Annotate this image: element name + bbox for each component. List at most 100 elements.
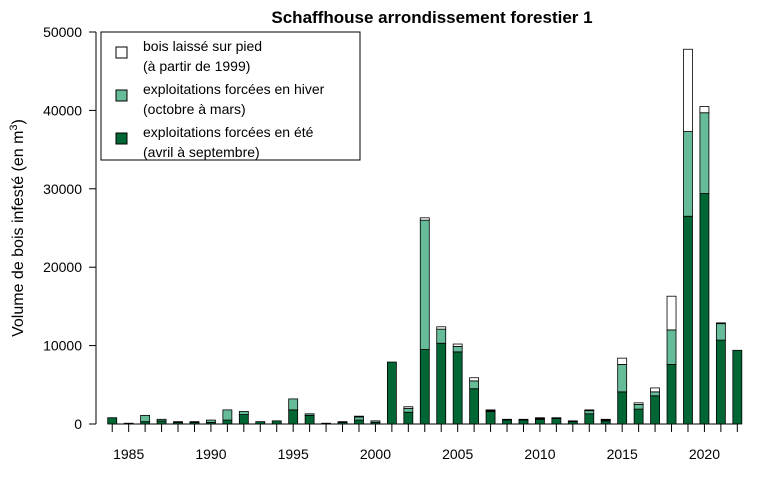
legend: bois laissé sur pied (à partir de 1999) e… xyxy=(100,31,361,161)
x-tick-label: 1985 xyxy=(113,446,144,462)
bar-segment-standing xyxy=(419,217,430,221)
bar-segment-summer xyxy=(584,413,595,425)
legend-label-line: exploitations forcées en hiver xyxy=(143,81,325,97)
y-axis-label-text: Volume de bois infesté (en m xyxy=(10,131,27,337)
y-tick-label: 10000 xyxy=(43,338,82,354)
legend-box xyxy=(100,31,361,161)
bar-segment-winter xyxy=(699,112,710,194)
bars xyxy=(107,48,743,425)
y-axis-label: Volume de bois infesté (en m3) xyxy=(8,119,27,337)
bar-segment-summer xyxy=(683,215,693,425)
bar-segment-summer xyxy=(386,361,397,425)
bar-segment-summer xyxy=(288,409,299,425)
bar-segment-summer xyxy=(271,420,282,425)
bar-segment-summer xyxy=(107,417,118,425)
bar-segment-summer xyxy=(419,349,430,425)
legend-label-line: (à partir de 1999) xyxy=(143,58,250,74)
bar-segment-winter xyxy=(370,420,381,423)
bar-segment-winter xyxy=(337,421,348,423)
bar-segment-winter xyxy=(683,131,693,217)
bar-segment-summer xyxy=(518,419,529,425)
bar-segment-standing xyxy=(699,106,710,114)
bar-segment-standing xyxy=(485,409,496,412)
bar-segment-summer xyxy=(715,339,726,425)
bar-segment-standing xyxy=(535,417,545,419)
bar-segment-standing xyxy=(551,417,562,419)
chart-title: Schaffhouse arrondissement forestier 1 xyxy=(271,8,592,27)
bar-segment-standing xyxy=(683,48,693,132)
legend-label-summer: exploitations forcées en été (avril à sep… xyxy=(143,124,314,160)
bar-segment-summer xyxy=(452,351,463,425)
bar-segment-winter xyxy=(288,398,299,411)
x-tick-label: 2010 xyxy=(524,446,555,462)
bar-segment-winter xyxy=(633,403,644,410)
y-tick-label: 20000 xyxy=(43,259,82,275)
bar-segment-summer xyxy=(321,422,331,425)
bar-segment-winter xyxy=(584,410,595,415)
y-tick-label: 50000 xyxy=(43,24,82,40)
y-tick-label: 40000 xyxy=(43,102,82,118)
bar-segment-standing xyxy=(469,377,480,382)
bar-segment-standing xyxy=(666,295,677,331)
legend-swatch-winter xyxy=(115,89,128,102)
bar-segment-standing xyxy=(436,326,447,330)
legend-label-line: (avril à septembre) xyxy=(143,144,260,160)
bar-segment-standing xyxy=(600,418,611,421)
bar-segment-winter xyxy=(452,345,463,353)
bar-segment-summer xyxy=(222,419,233,425)
x-axis: 1985 1990 1995 2000 2005 2010 2015 2020 xyxy=(111,423,738,462)
x-tick-label: 2005 xyxy=(442,446,473,462)
bar-segment-summer xyxy=(123,422,134,425)
legend-swatch-summer xyxy=(115,132,128,145)
bar-segment-summer xyxy=(238,414,249,425)
bar-segment-winter xyxy=(403,407,414,413)
y-tick-label: 0 xyxy=(74,416,82,432)
bar-segment-winter xyxy=(650,391,660,397)
bar-segment-standing xyxy=(567,420,578,423)
bar-segment-summer xyxy=(551,418,562,425)
bar-segment-standing xyxy=(584,409,595,412)
bar-segment-winter xyxy=(238,411,249,415)
x-tick-label: 1995 xyxy=(278,446,309,462)
bar-segment-winter xyxy=(436,328,447,344)
bar-segment-winter xyxy=(715,323,726,341)
bar-segment-standing xyxy=(650,387,660,393)
bar-segment-winter xyxy=(189,421,200,423)
bar-segment-summer xyxy=(699,193,710,425)
bar-segment-winter xyxy=(156,418,167,422)
y-tick-label: 30000 xyxy=(43,181,82,197)
bar-segment-winter xyxy=(469,380,480,390)
bar-segment-summer xyxy=(732,349,743,425)
legend-label-line: exploitations forcées en été xyxy=(143,124,314,140)
bar-segment-standing xyxy=(715,322,726,325)
bar-segment-winter xyxy=(666,329,677,365)
legend-swatch-standing xyxy=(115,46,128,59)
y-axis: 0 10000 20000 30000 40000 50000 xyxy=(43,24,97,432)
bar-segment-summer xyxy=(354,419,364,425)
bar-segment-summer xyxy=(255,421,266,425)
bar-segment-summer xyxy=(535,418,545,425)
bar-segment-standing xyxy=(617,357,628,365)
bar-segment-winter xyxy=(140,414,151,423)
y-axis-label-superscript: 3 xyxy=(8,124,20,130)
y-axis-label-end: ) xyxy=(10,119,27,124)
bar-segment-standing xyxy=(633,402,644,405)
bar-segment-standing xyxy=(502,418,512,421)
bar-segment-standing xyxy=(452,343,463,347)
bar-segment-summer xyxy=(436,342,447,425)
bar-segment-winter xyxy=(354,416,364,421)
bar-segment-standing xyxy=(518,418,529,421)
bar-segment-summer xyxy=(485,411,496,425)
bar-segment-winter xyxy=(206,419,216,423)
bar-segment-winter xyxy=(419,219,430,350)
bar-segment-summer xyxy=(617,391,628,425)
x-tick-label: 2020 xyxy=(689,446,720,462)
bar-segment-summer xyxy=(650,395,660,425)
bar-segment-summer xyxy=(633,408,644,425)
x-tick-label: 1990 xyxy=(195,446,226,462)
bar-segment-winter xyxy=(304,413,315,416)
bar-segment-summer xyxy=(469,388,480,425)
legend-label-winter: exploitations forcées en hiver (octobre à… xyxy=(143,81,325,117)
x-tick-label: 2000 xyxy=(360,446,391,462)
